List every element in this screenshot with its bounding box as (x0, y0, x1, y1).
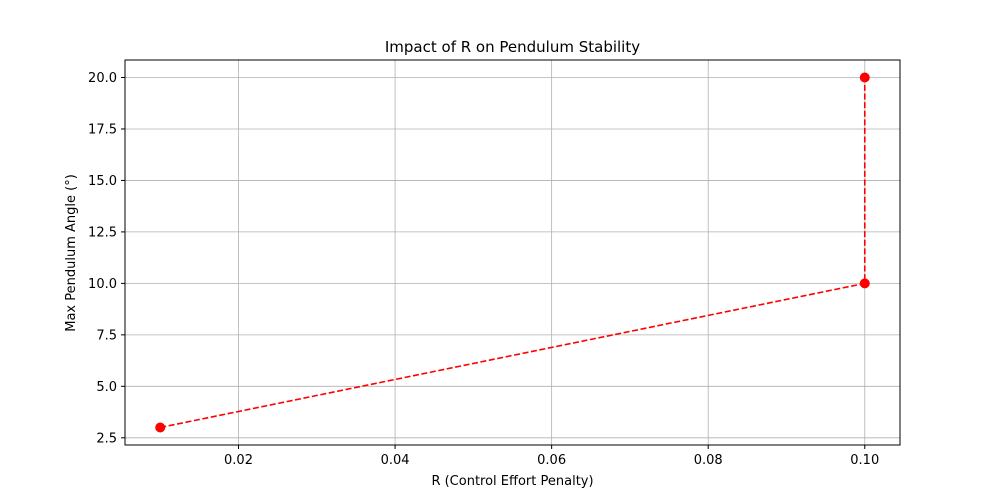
data-point (155, 422, 166, 433)
axes (124, 59, 901, 446)
y-axis-label: Max Pendulum Angle (°) (64, 174, 79, 332)
chart-title: Impact of R on Pendulum Stability (385, 38, 640, 56)
x-tick-label: 0.04 (381, 453, 410, 468)
x-tick-label: 0.08 (694, 453, 723, 468)
data-point (859, 278, 870, 289)
y-tick-label: 2.5 (96, 431, 117, 446)
series-line (160, 77, 866, 429)
x-tick-label: 0.06 (537, 453, 566, 468)
y-tick-label: 7.5 (96, 328, 117, 343)
series-layer (155, 72, 870, 433)
y-tick-label: 12.5 (88, 225, 117, 240)
grid (125, 60, 900, 445)
y-tick-label: 10.0 (88, 277, 117, 292)
y-tick-label: 15.0 (88, 174, 117, 189)
x-tick-label: 0.02 (224, 453, 253, 468)
x-axis-ticks: 0.02 0.04 0.06 0.08 0.10 (224, 445, 879, 468)
plot-frame (124, 59, 901, 446)
x-tick-label: 0.10 (850, 453, 879, 468)
y-tick-label: 5.0 (96, 380, 117, 395)
y-axis-ticks: 2.5 5.0 7.5 10.0 12.5 15.0 17.5 20.0 (88, 71, 125, 446)
y-tick-label: 17.5 (88, 122, 117, 137)
y-tick-label: 20.0 (88, 71, 117, 86)
data-point (859, 72, 870, 83)
x-axis-label: R (Control Effort Penalty) (431, 474, 593, 489)
